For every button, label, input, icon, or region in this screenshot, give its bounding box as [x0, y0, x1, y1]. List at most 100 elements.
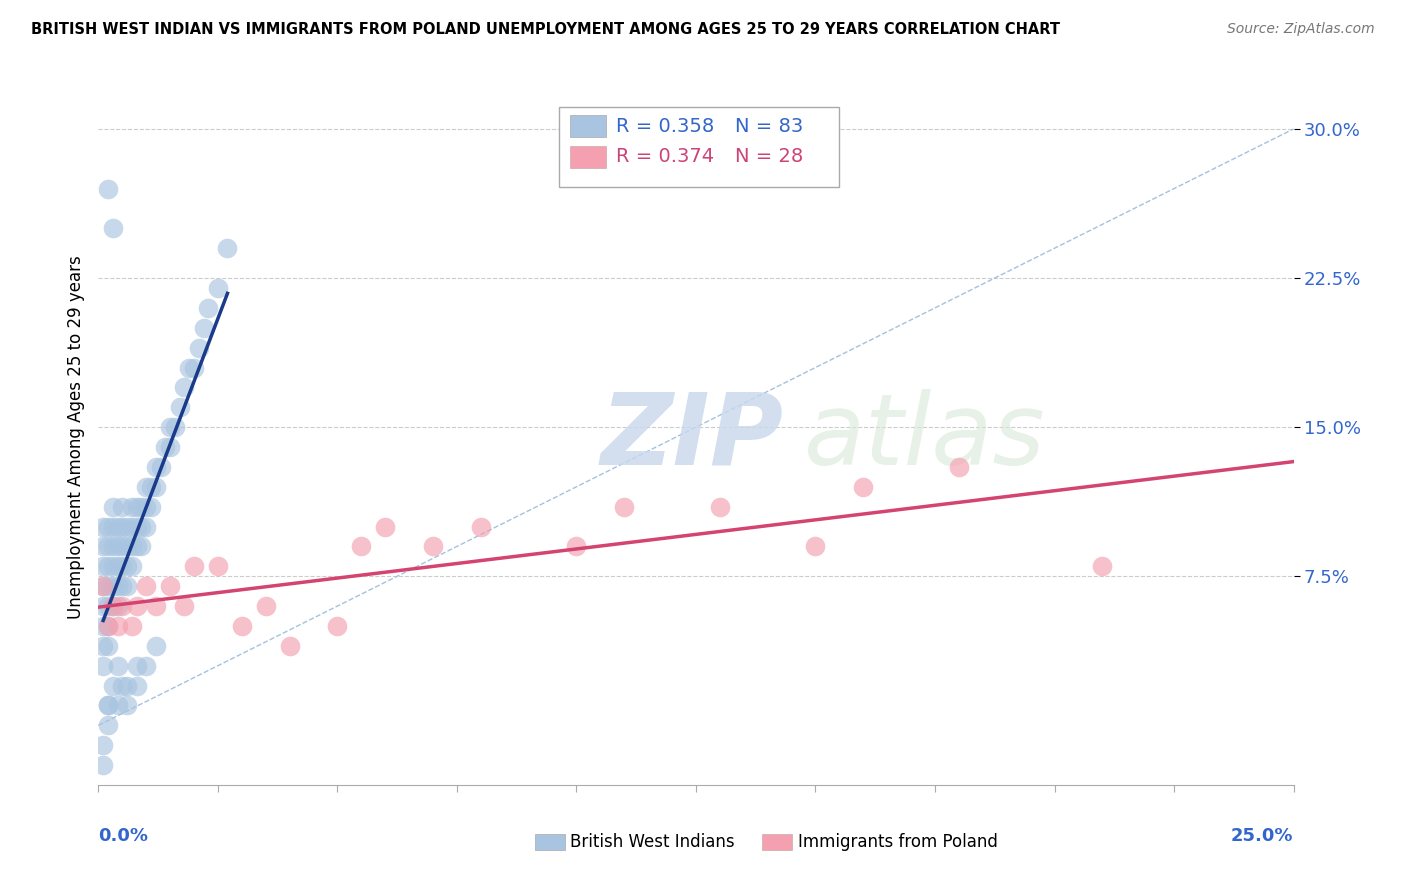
Point: [91, 658, 114, 673]
Point: [254, 599, 277, 613]
Point: [97, 698, 120, 713]
Point: [125, 658, 148, 673]
Point: [111, 540, 134, 554]
Point: [470, 519, 492, 533]
Point: [948, 459, 970, 474]
Point: [135, 480, 157, 494]
Point: [155, 440, 177, 454]
Text: N = 28: N = 28: [735, 147, 804, 166]
Point: [97, 540, 120, 554]
Point: [159, 579, 181, 593]
Point: [97, 559, 120, 574]
Point: [125, 500, 148, 514]
Point: [115, 540, 138, 554]
Point: [169, 401, 191, 415]
Point: [709, 500, 731, 514]
Point: [91, 579, 114, 593]
Point: [101, 679, 124, 693]
Point: [91, 738, 114, 752]
Point: [121, 519, 143, 533]
Point: [97, 718, 120, 732]
Point: [217, 241, 239, 255]
Text: ZIP: ZIP: [600, 389, 783, 485]
Point: [107, 559, 129, 574]
Point: [91, 559, 114, 574]
Point: [131, 519, 153, 533]
Point: [101, 519, 124, 533]
Text: 25.0%: 25.0%: [1232, 827, 1294, 845]
Point: [159, 420, 181, 434]
Point: [101, 579, 124, 593]
Point: [139, 480, 162, 494]
Point: [91, 540, 114, 554]
Point: [852, 480, 875, 494]
Point: [326, 619, 349, 633]
Point: [125, 679, 148, 693]
Point: [145, 599, 167, 613]
Point: [97, 619, 120, 633]
Point: [107, 540, 129, 554]
Text: R = 0.374: R = 0.374: [616, 147, 714, 166]
Point: [121, 500, 143, 514]
Point: [350, 540, 373, 554]
Point: [1091, 559, 1114, 574]
Text: 0.0%: 0.0%: [98, 827, 149, 845]
Point: [125, 519, 148, 533]
Point: [91, 579, 114, 593]
Text: Source: ZipAtlas.com: Source: ZipAtlas.com: [1227, 22, 1375, 37]
Point: [278, 639, 301, 653]
Point: [115, 519, 138, 533]
Point: [173, 380, 195, 394]
FancyBboxPatch shape: [571, 145, 606, 168]
Point: [135, 500, 157, 514]
Point: [613, 500, 636, 514]
Point: [145, 639, 167, 653]
Text: N = 83: N = 83: [735, 117, 804, 136]
Text: R = 0.358: R = 0.358: [616, 117, 714, 136]
Point: [115, 559, 138, 574]
Point: [115, 679, 138, 693]
Point: [107, 599, 129, 613]
Point: [101, 599, 124, 613]
FancyBboxPatch shape: [558, 106, 839, 186]
Point: [91, 758, 114, 772]
Point: [91, 619, 114, 633]
FancyBboxPatch shape: [571, 115, 606, 137]
Point: [97, 181, 120, 195]
Point: [91, 599, 114, 613]
Text: BRITISH WEST INDIAN VS IMMIGRANTS FROM POLAND UNEMPLOYMENT AMONG AGES 25 TO 29 Y: BRITISH WEST INDIAN VS IMMIGRANTS FROM P…: [31, 22, 1060, 37]
Point: [183, 559, 205, 574]
Point: [97, 519, 120, 533]
Text: atlas: atlas: [804, 389, 1045, 485]
Point: [111, 559, 134, 574]
Point: [115, 698, 138, 713]
Point: [131, 540, 153, 554]
Text: Immigrants from Poland: Immigrants from Poland: [797, 833, 997, 851]
Point: [91, 639, 114, 653]
Point: [115, 579, 138, 593]
Point: [804, 540, 827, 554]
Point: [101, 540, 124, 554]
Point: [231, 619, 253, 633]
Point: [193, 320, 215, 334]
Point: [179, 360, 201, 375]
Point: [163, 420, 186, 434]
Point: [565, 540, 588, 554]
Point: [173, 599, 195, 613]
Point: [374, 519, 396, 533]
Point: [107, 698, 129, 713]
Point: [125, 540, 148, 554]
Point: [135, 519, 157, 533]
Point: [139, 500, 162, 514]
Point: [97, 619, 120, 633]
Point: [101, 599, 124, 613]
Point: [121, 540, 143, 554]
Point: [107, 519, 129, 533]
Point: [107, 658, 129, 673]
FancyBboxPatch shape: [534, 834, 565, 850]
FancyBboxPatch shape: [762, 834, 792, 850]
Point: [422, 540, 444, 554]
Point: [145, 459, 167, 474]
Point: [145, 480, 167, 494]
Point: [107, 579, 129, 593]
